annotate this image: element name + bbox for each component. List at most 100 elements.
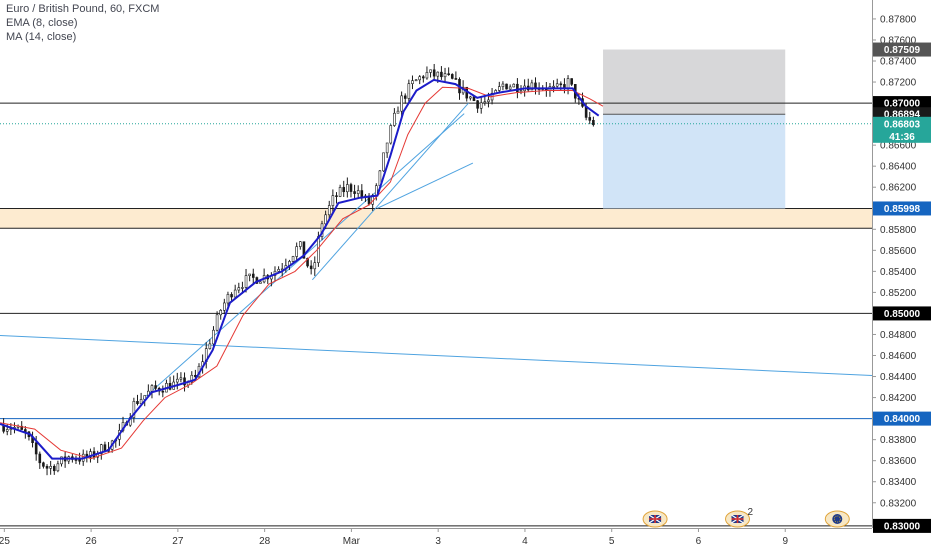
stop-tag-label: 0.87509 xyxy=(884,45,921,56)
candle-body xyxy=(310,266,312,269)
candle-body xyxy=(426,72,428,78)
level-tag-1-label: 0.85000 xyxy=(884,309,921,320)
candle-body xyxy=(223,303,225,310)
x-tick-label: 3 xyxy=(435,536,441,547)
candle-body xyxy=(487,100,489,102)
y-tick-label: 0.86400 xyxy=(880,162,917,173)
candle-body xyxy=(404,96,406,99)
candle-body xyxy=(553,86,555,87)
x-tick-label: 5 xyxy=(609,536,615,547)
trendline-2[interactable] xyxy=(377,163,472,208)
y-tick-label: 0.84800 xyxy=(880,330,917,341)
candle-body xyxy=(231,294,233,297)
y-tick-label: 0.83600 xyxy=(880,456,917,467)
legend-ema[interactable]: EMA (8, close) xyxy=(6,16,159,30)
candle-body xyxy=(509,87,511,89)
candle-body xyxy=(361,191,363,197)
candle-body xyxy=(180,378,182,379)
candle-body xyxy=(155,386,157,389)
candle-body xyxy=(296,247,298,257)
candle-body xyxy=(419,77,421,80)
candle-body xyxy=(498,87,500,91)
candle-body xyxy=(513,84,515,87)
y-tick-label: 0.85200 xyxy=(880,288,917,299)
candle-body xyxy=(506,84,508,89)
eu-flag-icon xyxy=(832,514,842,524)
stop-loss-area[interactable] xyxy=(603,50,785,115)
candle-body xyxy=(209,344,211,349)
candle-body xyxy=(75,459,77,460)
candle-body xyxy=(151,386,153,392)
candle-body xyxy=(592,120,594,124)
candle-body xyxy=(401,96,403,111)
candle-body xyxy=(53,466,55,470)
candle-body xyxy=(451,74,453,78)
trendline-3[interactable] xyxy=(0,336,872,376)
candle-body xyxy=(430,70,432,73)
candle-body xyxy=(260,282,262,283)
take-profit-area[interactable] xyxy=(603,114,785,208)
candle-body xyxy=(567,79,569,89)
candle-body xyxy=(42,463,44,467)
y-tick-label: 0.87200 xyxy=(880,78,917,89)
candle-body xyxy=(408,84,410,99)
ema-line[interactable] xyxy=(0,80,599,459)
y-tick-label: 0.83800 xyxy=(880,435,917,446)
candle-body xyxy=(57,464,59,471)
x-tick-label: 6 xyxy=(696,536,702,547)
candle-body xyxy=(332,196,334,206)
current-price-label: 0.86803 xyxy=(884,119,921,130)
candle-body xyxy=(245,276,247,288)
candle-body xyxy=(354,192,356,194)
candle-body xyxy=(278,269,280,271)
chart-legend: Euro / British Pound, 60, FXCM EMA (8, c… xyxy=(6,2,159,44)
candle-body xyxy=(560,84,562,85)
candle-body xyxy=(216,315,218,330)
x-tick-label: 9 xyxy=(782,536,788,547)
candle-body xyxy=(220,310,222,314)
y-tick-label: 0.85400 xyxy=(880,267,917,278)
level-tag-3-label: 0.83000 xyxy=(884,521,921,532)
candle-body xyxy=(473,97,475,101)
ma-line[interactable] xyxy=(0,87,603,458)
candle-body xyxy=(440,72,442,77)
candle-body xyxy=(328,206,330,215)
candle-body xyxy=(314,263,316,269)
level-tag-2-label: 0.84000 xyxy=(884,414,921,425)
candle-body xyxy=(433,70,435,76)
candle-body xyxy=(252,274,254,277)
candle-body xyxy=(212,330,214,344)
y-tick-label: 0.85800 xyxy=(880,225,917,236)
candle-body xyxy=(234,290,236,297)
y-tick-label: 0.87400 xyxy=(880,57,917,68)
y-tick-label: 0.87800 xyxy=(880,14,917,25)
legend-symbol[interactable]: Euro / British Pound, 60, FXCM xyxy=(6,2,159,16)
y-tick-label: 0.84400 xyxy=(880,372,917,383)
candle-body xyxy=(6,429,8,431)
candle-body xyxy=(335,196,337,197)
legend-ma[interactable]: MA (14, close) xyxy=(6,30,159,44)
x-tick-label: 28 xyxy=(259,536,271,547)
support-zone[interactable] xyxy=(0,208,872,228)
candle-body xyxy=(249,274,251,276)
event-count-badge: 2 xyxy=(748,507,754,518)
candle-body xyxy=(346,185,348,192)
candle-body xyxy=(357,191,359,194)
x-tick-label: 26 xyxy=(86,536,98,547)
candle-body xyxy=(162,391,164,392)
candle-body xyxy=(411,81,413,84)
candle-body xyxy=(390,126,392,143)
candle-body xyxy=(520,91,522,92)
x-tick-label: 25 xyxy=(0,536,10,547)
candle-body xyxy=(502,84,504,87)
candle-body xyxy=(136,401,138,403)
candle-body xyxy=(241,287,243,288)
candle-body xyxy=(477,101,479,109)
candle-body xyxy=(292,256,294,261)
candle-body xyxy=(437,72,439,76)
candle-body xyxy=(383,153,385,171)
candle-body xyxy=(469,97,471,98)
candle-body xyxy=(79,459,81,461)
